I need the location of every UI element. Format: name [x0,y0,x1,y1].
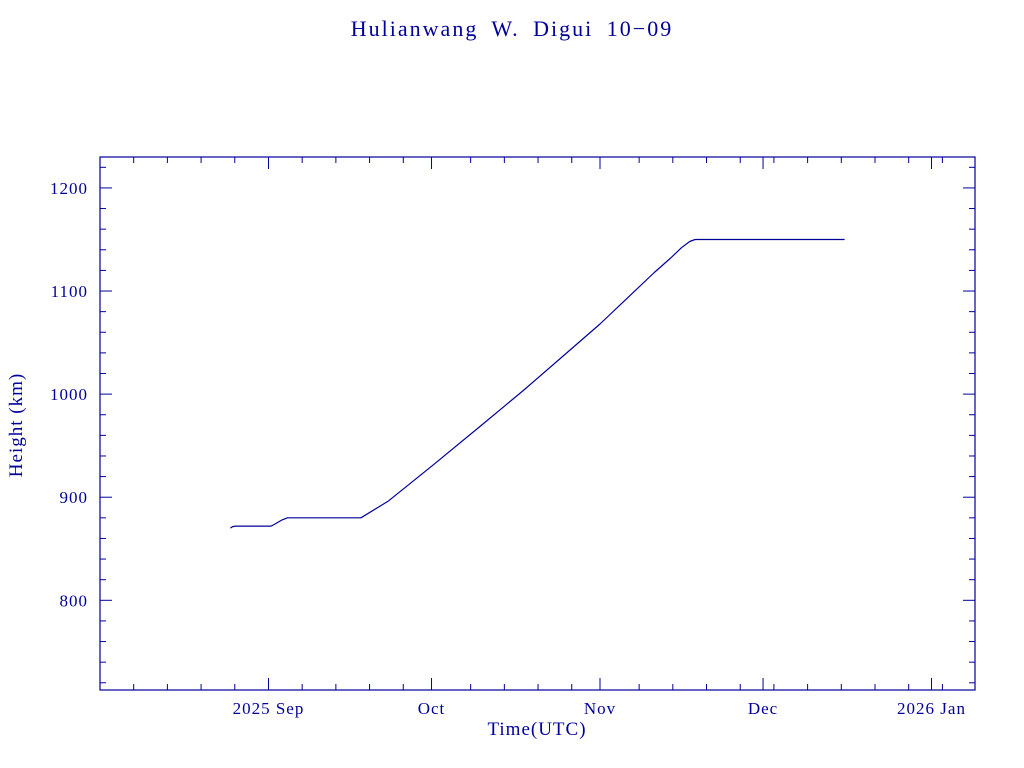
y-tick-label: 1200 [50,179,88,198]
chart-title: Hulianwang W. Digui 10−09 [350,16,674,41]
x-tick-label: 2025 Sep [233,699,305,718]
y-tick-label: 1000 [50,385,88,404]
plot-border [99,156,976,691]
height-series-line [230,238,845,529]
y-tick-label: 1100 [51,282,88,301]
y-tick-label: 800 [60,591,89,610]
x-tick-label: 2026 Jan [897,699,966,718]
y-tick-label: 900 [60,488,89,507]
y-axis-label: Height (km) [6,372,27,478]
x-axis-label: Time(UTC) [487,719,587,740]
x-tick-label: Dec [748,699,778,718]
x-tick-label: Nov [584,699,616,718]
x-tick-label: Oct [418,699,446,718]
